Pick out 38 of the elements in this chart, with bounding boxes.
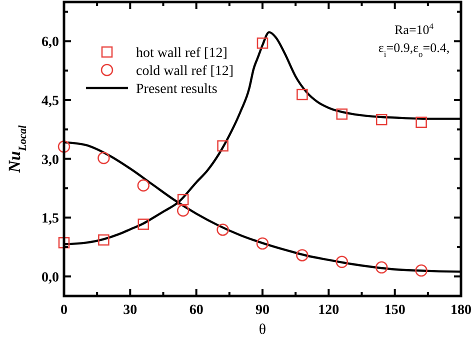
legend-label: hot wall ref [12]	[136, 46, 228, 61]
point	[415, 264, 428, 277]
legend-label: cold wall ref [12]	[136, 64, 234, 79]
point	[296, 249, 308, 262]
annotation: ε$_{i}$=0.9,ε$_{o}$=0.4,	[378, 40, 450, 59]
point	[336, 256, 348, 268]
point	[138, 218, 150, 230]
y-tick-label: 0,0	[42, 270, 59, 286]
point	[256, 38, 268, 49]
legend-label: Present results	[136, 82, 218, 97]
y-tick-label: 4,5	[42, 94, 59, 109]
x-tick-label: 30	[123, 303, 138, 318]
x-tick-label: 120	[318, 303, 340, 318]
x-tick-label: 180	[450, 303, 472, 318]
annotation: Ra=10$^{4}$	[394, 21, 434, 37]
point	[177, 194, 189, 206]
point	[217, 140, 228, 152]
point	[256, 237, 269, 250]
point	[98, 152, 110, 164]
point	[416, 116, 427, 128]
point	[137, 179, 150, 192]
x-tick-label: 90	[256, 303, 270, 318]
point	[376, 114, 388, 126]
x-tick-label: 0	[60, 303, 68, 318]
x-axis-title: θ	[258, 322, 266, 338]
point	[176, 204, 190, 217]
y-tick-label: 3,0	[42, 152, 59, 168]
point	[58, 237, 70, 248]
point	[58, 140, 70, 153]
point	[216, 224, 229, 236]
point	[296, 88, 308, 100]
point	[375, 261, 388, 274]
x-tick-label: 60	[189, 303, 204, 318]
y-tick-label: 6,0	[42, 35, 59, 50]
point	[336, 108, 348, 120]
point	[98, 234, 110, 246]
x-tick-label: 150	[384, 303, 406, 318]
y-tick-label: 1,5	[42, 212, 59, 227]
